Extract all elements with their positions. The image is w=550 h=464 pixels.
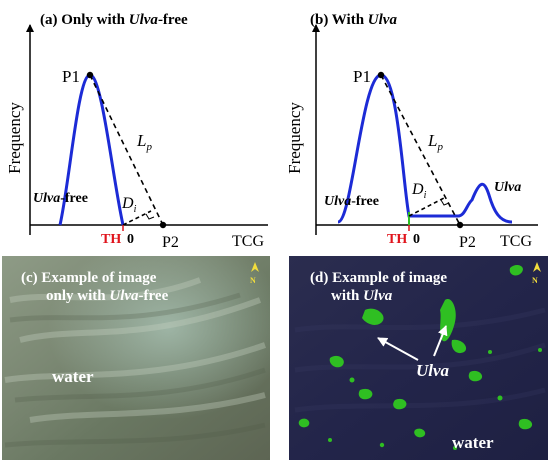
panel-b-title: (b) With Ulva <box>310 12 397 28</box>
panel-a-p2-label: P2 <box>162 234 179 251</box>
panel-a-p2-point <box>159 221 167 229</box>
svg-text:N: N <box>532 276 538 285</box>
panel-d-wave-streaks <box>294 307 546 413</box>
panel-d-north-arrow-icon: N <box>532 262 541 285</box>
panel-b: (b) With Ulva Frequency TCG P1 Lp Di Ulv… <box>285 12 538 251</box>
panel-b-right-angle-mark <box>440 199 450 206</box>
panel-a-lp-label: Lp <box>136 131 152 153</box>
panel-b-zero-label: 0 <box>413 232 420 247</box>
panel-a-th-label: TH <box>101 232 121 247</box>
panel-b-lp-label: Lp <box>427 131 443 153</box>
panel-c-wave-streaks <box>4 277 266 423</box>
panel-b-lp-line <box>380 74 461 226</box>
panel-c: (c) Example of image only with Ulva-free… <box>2 256 270 460</box>
panel-d-ulva-label: Ulva <box>416 361 450 380</box>
panel-a-di-line <box>122 210 152 226</box>
panel-c-water-label: water <box>52 367 94 386</box>
panel-c-title-line2: only with Ulva-free <box>46 288 169 304</box>
panel-a-right-angle-mark <box>145 213 155 220</box>
panel-b-di-label: Di <box>411 181 427 201</box>
panel-d-arrow-right <box>433 325 448 357</box>
panel-b-x-axis-label: TCG <box>500 233 532 250</box>
panel-b-curve-label: Ulva-free <box>324 194 379 209</box>
panel-b-p2-point <box>456 221 464 229</box>
panel-b-di-line <box>408 196 447 217</box>
panel-a-zero-label: 0 <box>127 232 134 247</box>
panel-c-title-line1: (c) Example of image <box>21 270 157 286</box>
panel-c-north-arrow-icon: N <box>250 262 259 285</box>
panel-b-peak-label: P1 <box>353 67 371 86</box>
panel-b-th-label: TH <box>387 232 407 247</box>
panel-d-title-line2: with Ulva <box>331 288 393 304</box>
panel-a-title: (a) Only with Ulva-free <box>40 12 188 28</box>
svg-text:N: N <box>250 276 256 285</box>
panel-a-lp-line <box>89 74 164 226</box>
panel-d-water-label: water <box>452 433 494 452</box>
panel-a-y-axis-label: Frequency <box>5 102 24 174</box>
panel-a-di-label: Di <box>121 195 137 215</box>
panel-c-light-patch <box>2 256 270 460</box>
panel-d: (d) Example of image with Ulva Ulva wate… <box>289 256 548 460</box>
panel-b-p2-label: P2 <box>459 234 476 251</box>
panel-a: (a) Only with Ulva-free Frequency TCG P1… <box>5 12 268 251</box>
panel-d-arrow-left <box>377 337 419 361</box>
panel-d-title-line1: (d) Example of image <box>310 270 447 286</box>
panel-a-curve-label: Ulva-free <box>33 191 88 206</box>
panel-a-x-axis-label: TCG <box>232 233 264 250</box>
panel-b-ulva-label: Ulva <box>494 180 521 195</box>
panel-a-peak-label: P1 <box>62 67 80 86</box>
panel-b-y-axis-label: Frequency <box>285 102 304 174</box>
